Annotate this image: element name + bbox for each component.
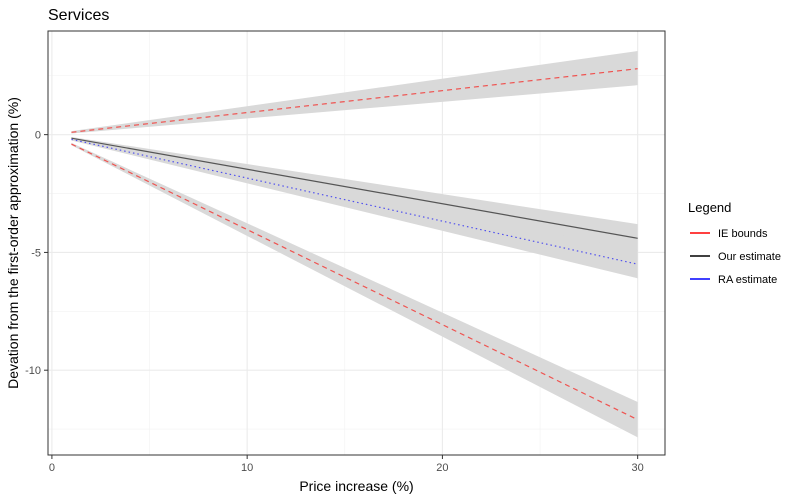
legend-label: IE bounds bbox=[718, 228, 768, 240]
x-axis-label: Price increase (%) bbox=[299, 478, 413, 494]
confidence-band bbox=[71, 142, 638, 438]
legend-label: RA estimate bbox=[718, 274, 777, 286]
series-line bbox=[71, 143, 638, 421]
confidence-bands bbox=[71, 51, 638, 438]
series-line bbox=[71, 68, 638, 133]
y-tick-label: 0 bbox=[35, 130, 41, 142]
y-tick-label: -10 bbox=[25, 365, 41, 377]
series-line bbox=[71, 137, 638, 239]
legend-label: Our estimate bbox=[718, 251, 781, 263]
confidence-band bbox=[71, 138, 638, 279]
x-tick-label: 30 bbox=[632, 462, 644, 474]
x-tick-label: 0 bbox=[49, 462, 55, 474]
x-tick-label: 20 bbox=[436, 462, 448, 474]
legend-title: Legend bbox=[688, 200, 731, 215]
y-axis-label: Devation from the first-order approximat… bbox=[5, 97, 21, 389]
series-lines bbox=[71, 68, 638, 421]
confidence-band bbox=[71, 51, 638, 134]
plot-border bbox=[47, 30, 666, 456]
chart-title: Services bbox=[48, 7, 109, 24]
y-axis: -10 -5 0 bbox=[25, 130, 48, 377]
y-tick-label: -5 bbox=[31, 247, 41, 259]
x-tick-label: 10 bbox=[241, 462, 253, 474]
x-axis: 0 10 20 30 bbox=[49, 455, 644, 474]
legend: Legend IE bounds Our estimate RA estimate bbox=[688, 200, 781, 286]
